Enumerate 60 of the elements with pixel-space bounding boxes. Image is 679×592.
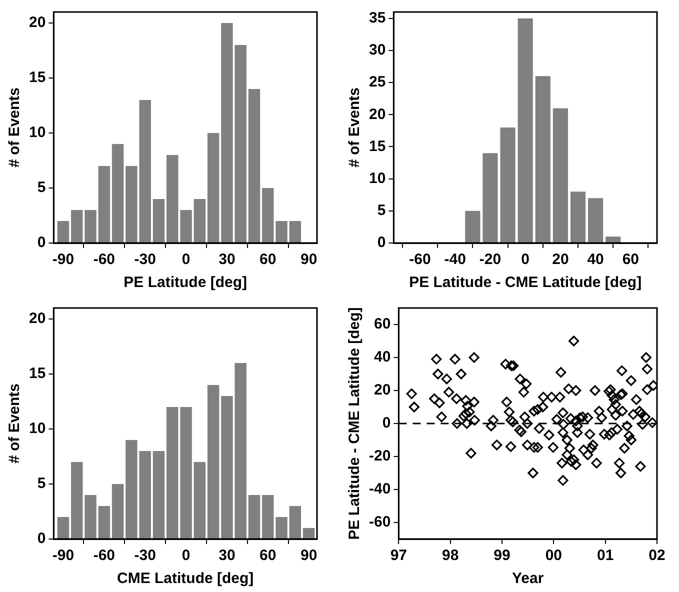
y-tick-label: -40 <box>368 480 391 498</box>
y-tick-label: 20 <box>28 14 46 32</box>
x-tick-label: -20 <box>479 251 502 268</box>
y-axis-title: # of Events <box>6 383 24 464</box>
y-tick-label: 5 <box>377 202 386 220</box>
x-axis-title: PE Latitude [deg] <box>124 274 248 292</box>
y-tick-label: 5 <box>37 475 46 492</box>
x-tick-label: 60 <box>622 251 640 268</box>
x-tick-label: 30 <box>218 547 236 564</box>
y-tick-label: 20 <box>368 106 386 123</box>
x-tick-label: 0 <box>521 251 530 268</box>
x-tick-label: 90 <box>300 547 318 564</box>
x-tick-label: 0 <box>182 251 190 268</box>
y-tick-label: 0 <box>382 414 391 432</box>
x-tick-label: -40 <box>444 251 466 268</box>
x-tick-label: 02 <box>648 547 666 564</box>
x-tick-label: 01 <box>596 547 614 564</box>
x-tick-label: -30 <box>134 251 156 268</box>
y-tick-label: -60 <box>368 514 391 531</box>
y-tick-label: 35 <box>368 10 386 27</box>
y-tick-label: -20 <box>368 448 391 465</box>
x-tick-label: 98 <box>442 547 459 564</box>
y-tick-label: 60 <box>374 316 391 333</box>
x-tick-label: -60 <box>93 251 116 268</box>
x-axis-title: Year <box>512 570 544 588</box>
x-tick-label: -60 <box>93 547 116 564</box>
x-axis-title: CME Latitude [deg] <box>117 570 254 588</box>
y-tick-label: 0 <box>377 234 386 252</box>
x-tick-label: 97 <box>390 547 408 564</box>
y-axis-title: # of Events <box>6 87 24 168</box>
y-tick-label: 40 <box>374 348 391 366</box>
y-tick-label: 15 <box>28 365 46 382</box>
y-tick-label: 25 <box>368 74 386 91</box>
x-tick-label: 99 <box>494 547 510 564</box>
x-tick-label: 90 <box>300 251 318 268</box>
x-tick-label: -90 <box>52 547 74 564</box>
y-tick-label: 10 <box>28 420 46 438</box>
x-tick-label: 60 <box>260 547 276 564</box>
y-tick-label: 10 <box>368 170 386 187</box>
y-tick-label: 0 <box>37 530 46 548</box>
x-tick-label: 20 <box>552 251 569 268</box>
y-tick-label: 5 <box>37 179 46 196</box>
y-tick-label: 30 <box>368 42 386 59</box>
x-tick-label: -90 <box>52 251 74 268</box>
y-tick-label: 15 <box>368 138 386 155</box>
y-axis-title: PE Latitude - CME Latitude [deg] <box>346 307 364 540</box>
y-axis-title: # of Events <box>346 87 364 168</box>
y-tick-label: 0 <box>37 234 46 252</box>
x-tick-label: 00 <box>545 547 562 564</box>
x-axis-title: PE Latitude - CME Latitude [deg] <box>409 274 642 292</box>
y-tick-label: 20 <box>28 310 46 328</box>
x-tick-label: 40 <box>587 251 604 268</box>
y-tick-label: 20 <box>374 382 391 399</box>
y-tick-label: 10 <box>28 124 46 142</box>
x-tick-label: 0 <box>182 547 190 564</box>
x-tick-label: -60 <box>409 251 431 268</box>
x-tick-label: 30 <box>218 251 236 268</box>
x-tick-label: -30 <box>134 547 156 564</box>
y-tick-label: 15 <box>28 69 46 86</box>
x-tick-label: 60 <box>260 251 276 268</box>
